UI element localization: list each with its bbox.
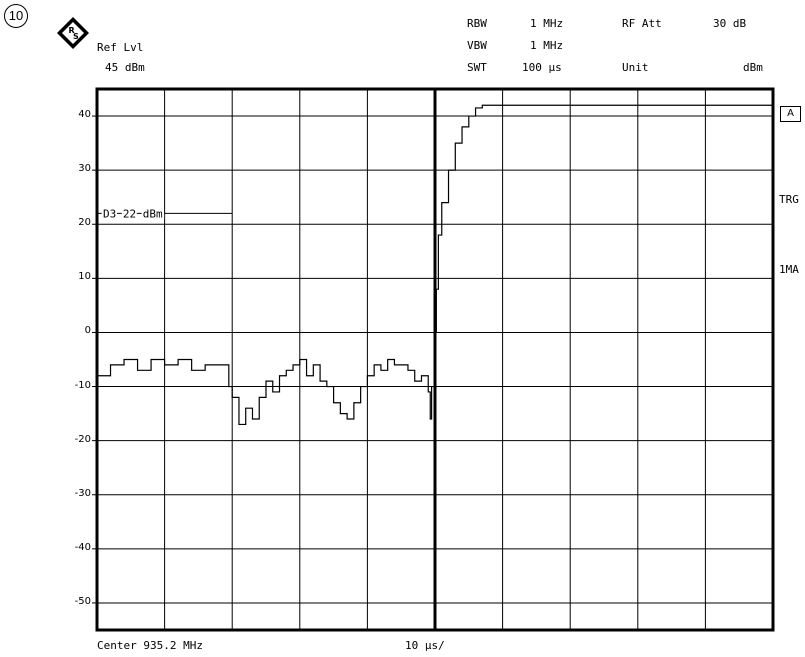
swt-label: SWT xyxy=(467,61,487,74)
ref-lvl-value: 45 dBm xyxy=(105,61,145,74)
y-tick-label: -40 xyxy=(74,541,91,553)
y-tick-label: 30 xyxy=(78,163,91,175)
unit-value: dBm xyxy=(743,61,763,74)
svg-text:S: S xyxy=(73,32,79,41)
rbw-value: 1 MHz xyxy=(530,17,564,30)
side-label-trg: TRG xyxy=(779,193,799,206)
ref-lvl-label: Ref Lvl xyxy=(97,41,144,54)
y-tick-label: -10 xyxy=(74,379,91,391)
figure-number-badge: 10 xyxy=(4,4,28,28)
y-tick-label: 40 xyxy=(78,109,91,121)
side-label-1ma: 1MA xyxy=(779,263,799,276)
swt-value: 100 µs xyxy=(522,61,562,74)
y-tick-label: -30 xyxy=(74,487,91,499)
plot-frame xyxy=(95,87,775,632)
svg-text:R: R xyxy=(69,26,75,35)
vbw-value: 1 MHz xyxy=(530,39,564,52)
time-per-division: 10 µs/ xyxy=(405,639,445,652)
rf-att-value: 30 dB xyxy=(713,17,747,30)
y-tick-label: 10 xyxy=(78,271,91,283)
y-tick-label: 0 xyxy=(84,325,91,337)
rf-att-label: RF Att xyxy=(622,17,662,30)
center-frequency: Center 935.2 MHz xyxy=(97,639,203,652)
y-tick-label: -50 xyxy=(74,595,91,607)
vbw-label: VBW xyxy=(467,39,487,52)
display-line-label: D3 22 dBm xyxy=(103,207,163,220)
rohde-schwarz-logo: R S xyxy=(57,17,89,49)
trace-series xyxy=(97,104,774,426)
y-tick-label: -20 xyxy=(74,433,91,445)
side-label-a: A xyxy=(780,106,801,122)
rbw-label: RBW xyxy=(467,17,487,30)
unit-label: Unit xyxy=(622,61,649,74)
y-tick-label: 20 xyxy=(78,217,91,229)
